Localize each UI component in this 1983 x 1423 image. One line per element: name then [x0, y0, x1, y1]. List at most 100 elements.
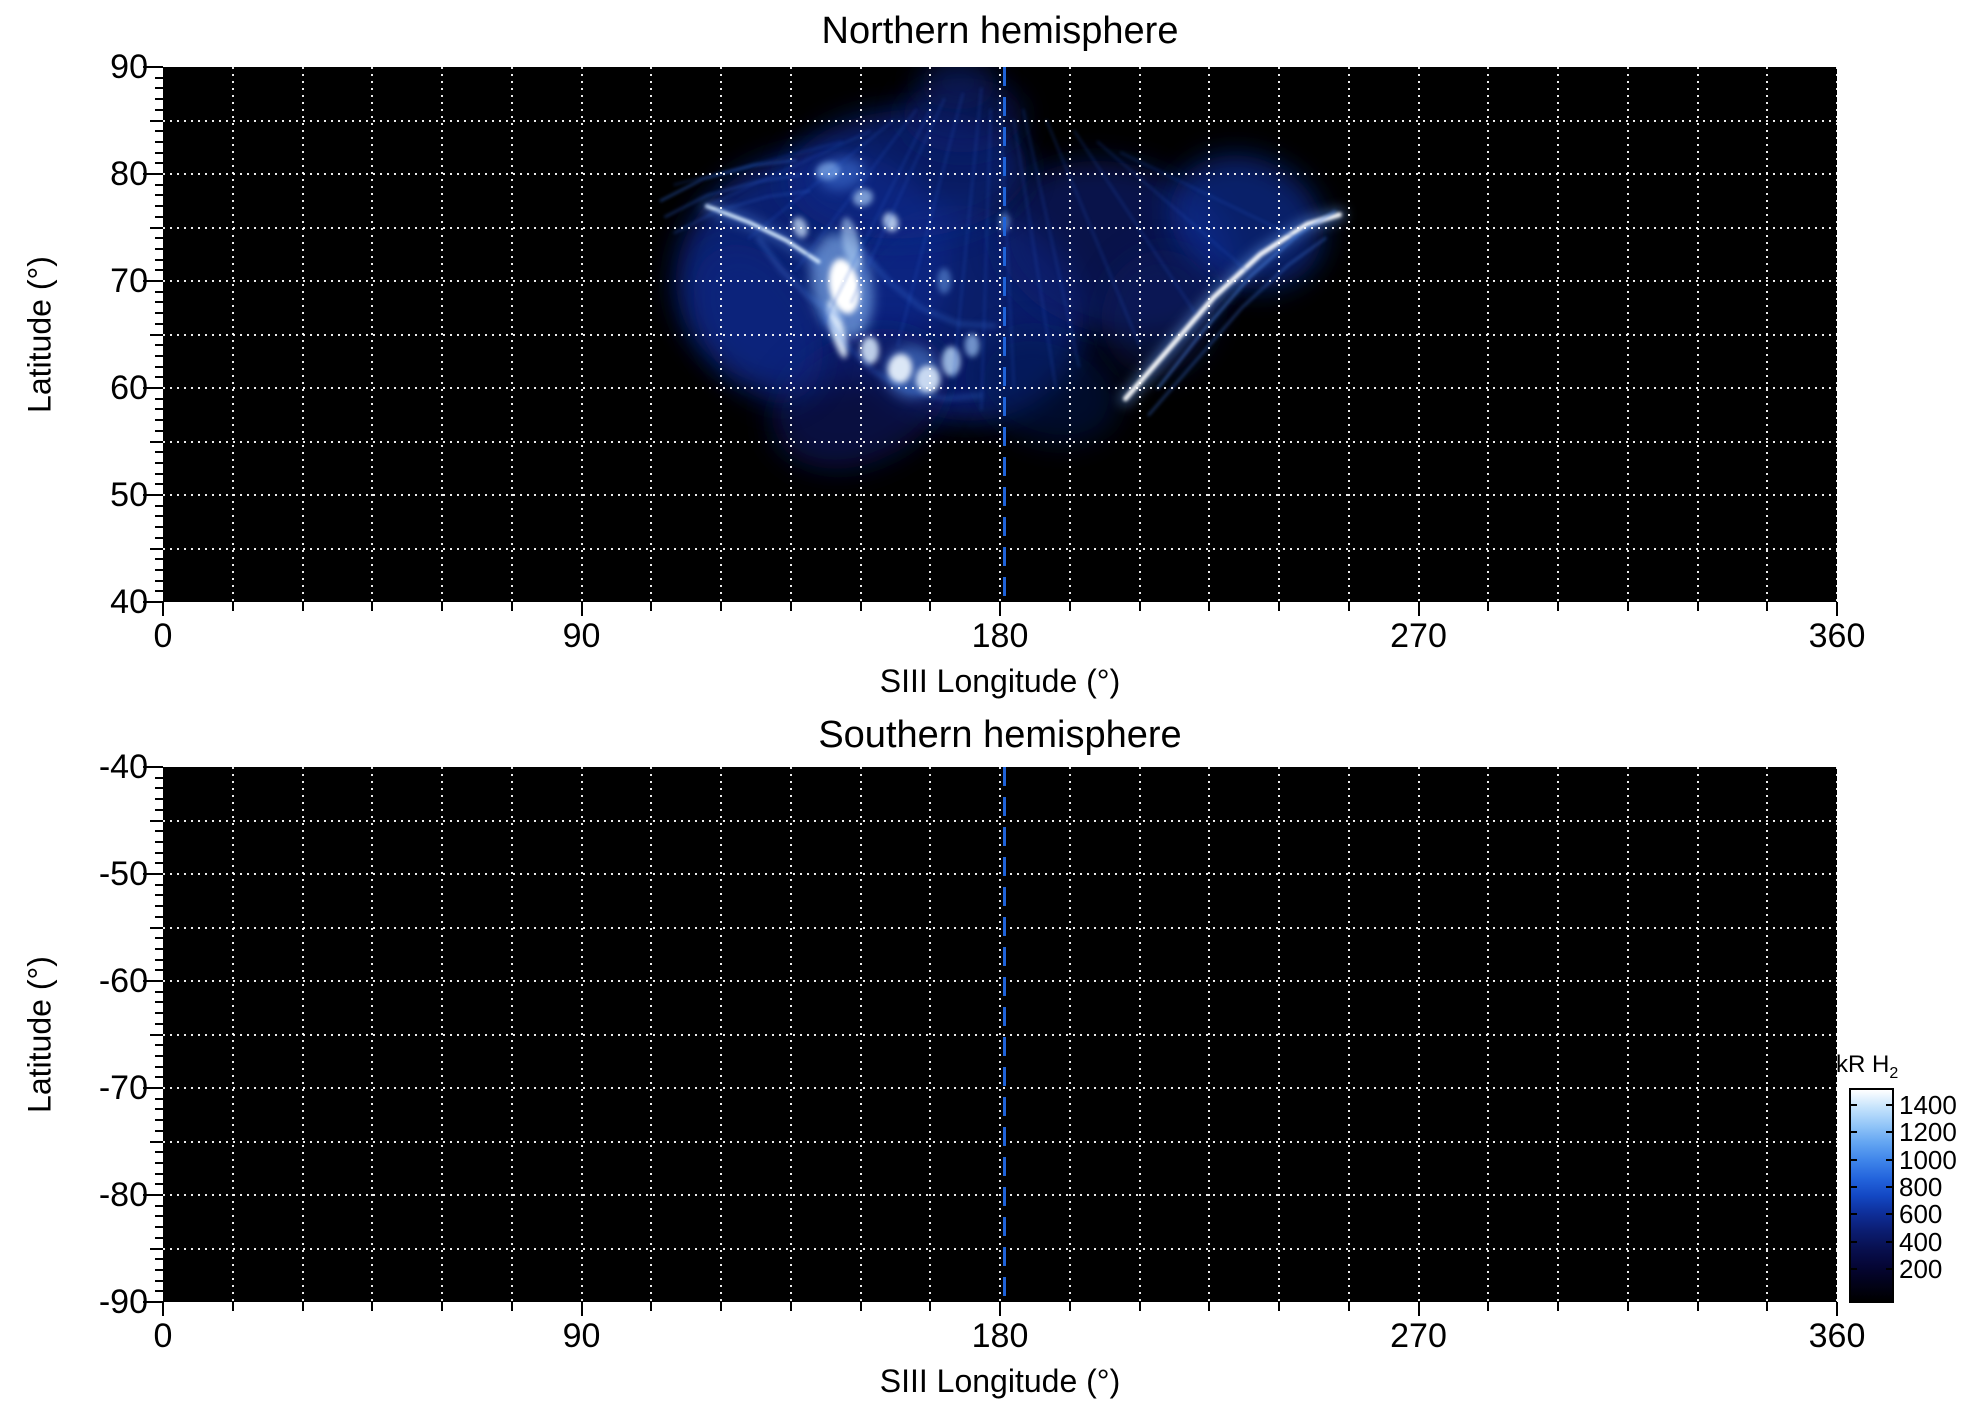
colorbar-tick: [1851, 1267, 1857, 1270]
y-tick: [150, 819, 163, 822]
colorbar-tick-label: 1000: [1899, 1144, 1957, 1175]
x-tick-label: 270: [1390, 617, 1447, 655]
y-gridline: [163, 440, 1837, 443]
x-tick-label: 90: [562, 617, 601, 655]
colorbar: [1849, 1088, 1894, 1303]
reference-line: [1003, 67, 1007, 602]
y-tick: [155, 776, 163, 779]
y-gridline: [163, 873, 1837, 875]
y-tick: [155, 451, 163, 454]
x-tick: [789, 602, 792, 611]
y-tick: [155, 1097, 163, 1100]
aurora-streak: [850, 98, 946, 304]
y-gridline: [163, 387, 1837, 389]
colorbar-tick: [1886, 1267, 1892, 1270]
y-tick: [155, 130, 163, 133]
colorbar-tick: [1851, 1104, 1857, 1107]
y-tick: [143, 66, 163, 68]
y-tick: [155, 1044, 163, 1047]
x-tick: [1138, 602, 1141, 611]
x-tick: [1487, 1302, 1490, 1311]
y-gridline: [163, 1194, 1837, 1196]
y-tick: [155, 1054, 163, 1057]
aurora-patch: [852, 188, 873, 207]
aurora-arc: [659, 159, 797, 202]
y-tick: [155, 1226, 163, 1229]
colorbar-tick: [1886, 1131, 1892, 1134]
y-gridline: [163, 494, 1837, 496]
x-tick: [1557, 1302, 1559, 1311]
y-gridline: [163, 1247, 1837, 1250]
y-tick: [155, 354, 163, 357]
x-tick: [1068, 1302, 1071, 1311]
y-tick: [155, 883, 163, 886]
y-tick: [155, 1290, 163, 1293]
aurora-arc: [756, 236, 844, 320]
aurora-streak: [673, 140, 843, 186]
x-tick: [1347, 602, 1350, 611]
aurora-streak: [1012, 119, 1057, 389]
x-tick-label: 90: [562, 1317, 601, 1355]
y-tick-label: -50: [98, 855, 148, 893]
x-tick: [162, 602, 164, 616]
y-tick: [155, 183, 163, 186]
y-tick: [143, 766, 163, 768]
y-tick: [155, 87, 163, 90]
x-tick-label: 360: [1808, 1317, 1866, 1355]
y-tick: [155, 1108, 163, 1111]
y-tick: [150, 226, 163, 229]
aurora-patch: [964, 333, 980, 357]
x-tick: [580, 602, 583, 616]
y-tick: [155, 1129, 163, 1132]
reference-line: [1003, 767, 1007, 1302]
colorbar-tick: [1886, 1213, 1892, 1216]
y-tick: [155, 76, 163, 79]
x-tick: [650, 1302, 653, 1311]
y-tick: [150, 1247, 163, 1250]
colorbar-tick: [1851, 1240, 1857, 1243]
x-tick: [1487, 602, 1490, 611]
aurora-arc: [859, 247, 997, 328]
y-tick: [150, 1140, 163, 1143]
panel-south-plot: [163, 767, 1837, 1302]
y-gridline: [163, 926, 1837, 929]
aurora-patch: [827, 300, 848, 359]
y-gridline: [163, 1033, 1837, 1036]
colorbar-label: kR H2: [1836, 1051, 1899, 1082]
y-gridline: [163, 333, 1837, 336]
y-tick: [155, 787, 163, 790]
x-tick: [999, 1302, 1001, 1316]
x-tick: [789, 1302, 792, 1311]
y-tick: [143, 601, 163, 603]
y-tick: [143, 494, 163, 496]
y-tick: [155, 151, 163, 154]
y-tick: [155, 1172, 163, 1175]
x-tick-label: 0: [153, 1317, 173, 1355]
x-tick: [1417, 602, 1420, 616]
y-tick: [155, 504, 163, 507]
x-tick-label: 180: [971, 617, 1029, 655]
y-tick: [155, 990, 163, 993]
x-tick: [231, 1302, 234, 1311]
x-tick-label: 360: [1808, 617, 1866, 655]
y-tick: [155, 365, 163, 368]
aurora-arc: [705, 204, 821, 264]
x-tick: [1138, 1302, 1141, 1311]
aurora-streak: [952, 87, 983, 379]
x-tick: [859, 1302, 862, 1311]
x-tick-label: 0: [153, 617, 173, 655]
y-tick: [155, 1076, 163, 1079]
aurora-patch: [887, 353, 913, 384]
y-tick: [155, 947, 163, 950]
y-tick: [155, 568, 163, 571]
y-tick: [155, 590, 163, 593]
aurora-streak: [747, 119, 895, 240]
panel-north-xlabel: SIII Longitude (°): [879, 663, 1121, 699]
y-gridline: [163, 819, 1837, 822]
y-tick: [155, 558, 163, 561]
panel-north-plot: [163, 67, 1837, 602]
y-tick: [150, 1033, 163, 1036]
x-tick: [1417, 1302, 1420, 1316]
x-tick: [371, 1302, 374, 1311]
